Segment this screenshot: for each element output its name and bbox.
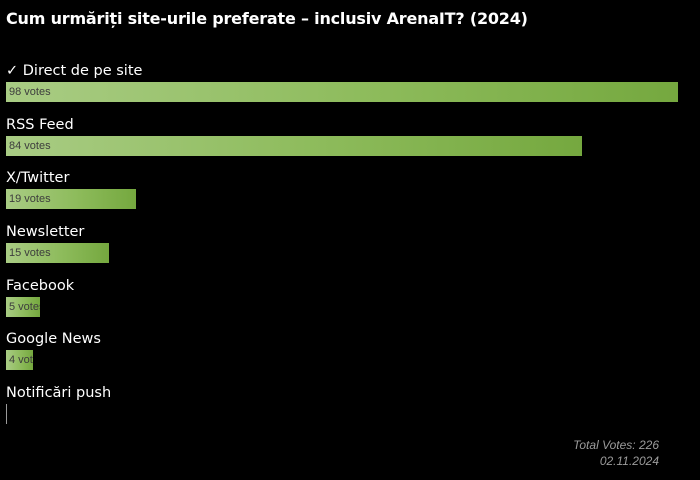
poll-footer: Total Votes: 226 02.11.2024: [573, 437, 659, 469]
poll-vote-count: 98 votes: [9, 86, 51, 98]
poll-option-label: Notificări push: [6, 385, 112, 402]
poll-option: Google News 4 votes: [6, 329, 680, 383]
poll-bar: 4 votes: [6, 350, 34, 371]
total-votes: Total Votes: 226: [573, 438, 659, 452]
poll-bar-track: 15 votes: [6, 243, 678, 264]
poll-widget: Cum urmăriți site-urile preferate – incl…: [6, 0, 680, 480]
poll-bar-track: 5 votes: [6, 296, 678, 317]
poll-option-label: RSS Feed: [6, 116, 74, 133]
poll-option: X/Twitter 19 votes: [6, 168, 680, 222]
poll-bar: [6, 404, 7, 425]
poll-vote-count: 4 votes: [9, 354, 33, 367]
poll-option: Notificări push: [6, 383, 680, 437]
poll-vote-count: 19 votes: [9, 193, 51, 206]
poll-option-label: Google News: [6, 331, 101, 348]
poll-option-label: ✓ Direct de pe site: [6, 63, 143, 79]
poll-vote-count: 15 votes: [9, 247, 51, 260]
poll-bar: 19 votes: [6, 189, 137, 210]
poll-bar: 5 votes: [6, 296, 41, 317]
poll-option: Newsletter 15 votes: [6, 222, 680, 276]
poll-bar: 98 votes: [6, 82, 678, 102]
poll-bar-track: 4 votes: [6, 350, 678, 371]
poll-bar-track: 98 votes: [6, 82, 678, 102]
poll-bar-track: 84 votes: [6, 135, 678, 156]
poll-title: Cum urmăriți site-urile preferate – incl…: [6, 9, 528, 28]
poll-option: ✓ Direct de pe site 98 votes: [6, 61, 680, 115]
poll-option: RSS Feed 84 votes: [6, 115, 680, 169]
poll-option-label: X/Twitter: [6, 170, 70, 187]
poll-option: Facebook 5 votes: [6, 276, 680, 330]
poll-bar-track: 19 votes: [6, 189, 678, 210]
poll-option-label: Newsletter: [6, 224, 85, 241]
poll-option-label: Facebook: [6, 277, 75, 294]
poll-vote-count: 84 votes: [9, 139, 51, 152]
poll-bar: 15 votes: [6, 243, 109, 264]
poll-bar: 84 votes: [6, 135, 582, 156]
poll-bar-track: [6, 404, 678, 425]
poll-date: 02.11.2024: [599, 454, 659, 468]
poll-vote-count: 5 votes: [9, 300, 40, 313]
poll-results-list: ✓ Direct de pe site 98 votes RSS Feed 84…: [6, 61, 680, 437]
